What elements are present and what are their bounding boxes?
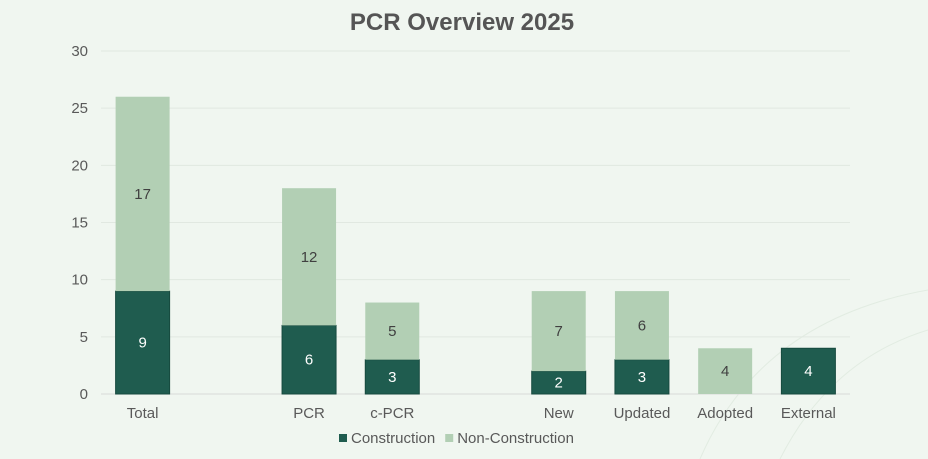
data-label: 6 <box>638 317 646 334</box>
y-tick-label: 0 <box>80 386 88 403</box>
x-tick-label: External <box>781 405 836 422</box>
y-tick-label: 15 <box>71 215 88 232</box>
bar-non-construction <box>282 188 337 326</box>
y-tick-label: 20 <box>71 157 88 174</box>
data-label: 6 <box>305 352 313 369</box>
data-label: 4 <box>804 363 812 380</box>
data-label: 7 <box>555 323 563 340</box>
y-tick-label: 10 <box>71 272 88 289</box>
legend: Construction Non-Construction <box>339 430 574 447</box>
data-label: 9 <box>138 335 146 352</box>
x-tick-label: c-PCR <box>370 405 414 422</box>
data-label: 4 <box>721 363 729 380</box>
decorative-arc <box>779 329 928 459</box>
data-label: 2 <box>555 375 563 392</box>
y-tick-label: 30 <box>71 43 88 60</box>
bar-non-construction <box>115 96 170 292</box>
legend-label: Non-Construction <box>457 430 574 447</box>
x-tick-label: New <box>544 405 574 422</box>
bar-non-construction <box>365 302 420 360</box>
data-label: 3 <box>638 369 646 386</box>
data-label: 17 <box>134 186 151 203</box>
data-label: 3 <box>388 369 396 386</box>
bar-construction <box>115 290 171 395</box>
legend-label: Construction <box>351 430 435 447</box>
x-tick-label: Total <box>127 405 159 422</box>
decorative-arc <box>699 289 928 459</box>
data-label: 12 <box>301 249 318 266</box>
data-label: 5 <box>388 323 396 340</box>
bar-non-construction <box>531 291 586 372</box>
bar-non-construction <box>698 348 753 394</box>
x-tick-label: Adopted <box>697 405 753 422</box>
chart-title: PCR Overview 2025 <box>350 9 574 36</box>
bar-construction <box>364 359 420 395</box>
y-tick-label: 25 <box>71 100 88 117</box>
x-tick-label: Updated <box>614 405 671 422</box>
legend-swatch <box>339 434 347 442</box>
bar-construction <box>780 347 836 395</box>
y-tick-label: 5 <box>80 329 88 346</box>
bar-non-construction <box>614 291 669 360</box>
legend-swatch <box>445 434 454 442</box>
x-tick-label: PCR <box>293 405 325 422</box>
